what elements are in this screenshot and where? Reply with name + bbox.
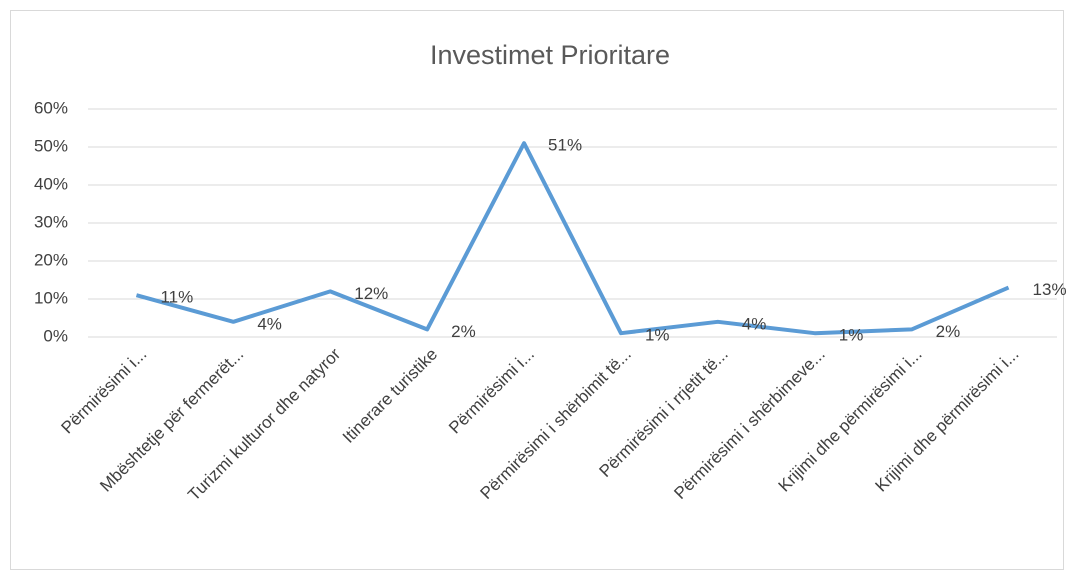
y-tick-label: 10% <box>34 288 68 307</box>
y-tick-label: 50% <box>34 136 68 155</box>
line <box>135 141 1010 336</box>
y-tick-label: 60% <box>34 98 68 117</box>
y-tick-label: 20% <box>34 250 68 269</box>
y-tick-label: 0% <box>43 326 68 345</box>
data-label: 12% <box>354 284 388 303</box>
data-label: 2% <box>936 322 961 341</box>
data-label: 2% <box>451 322 476 341</box>
y-tick-label: 30% <box>34 212 68 231</box>
data-label: 13% <box>1033 280 1067 299</box>
data-label: 51% <box>548 136 582 155</box>
data-label: 1% <box>645 326 670 345</box>
data-label: 11% <box>160 288 193 307</box>
chart-title: Investimet Prioritare <box>430 40 670 70</box>
y-tick-label: 40% <box>34 174 68 193</box>
data-label: 4% <box>742 314 767 333</box>
data-label: 4% <box>257 314 282 333</box>
chart-border <box>10 10 1064 570</box>
data-label: 1% <box>839 326 864 345</box>
